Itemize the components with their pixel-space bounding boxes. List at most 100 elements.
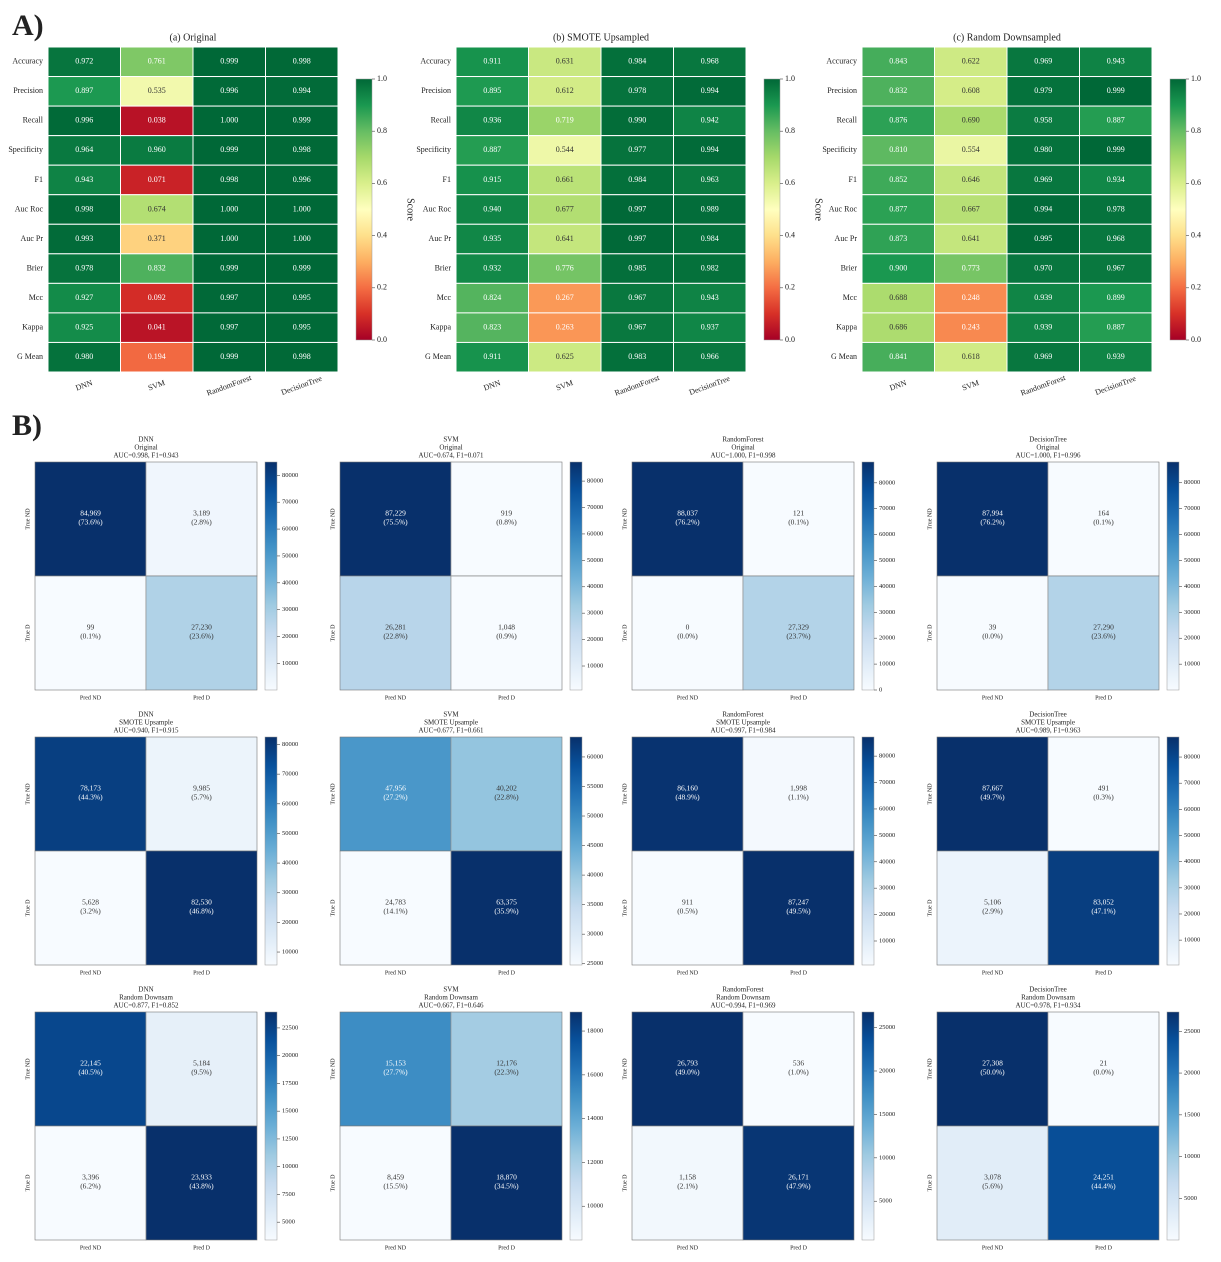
cell-label: 0.936 [483,116,501,125]
colorbar-tick-label: 0.8 [377,126,387,135]
x-tick-label: Pred D [1095,1245,1112,1251]
colorbar-tick-label: 0 [879,686,882,693]
cell-label: 0.966 [701,352,719,361]
matrix-cell [1047,850,1160,966]
cell-count: 21 [1100,1059,1108,1068]
heatmap-cell [120,135,194,166]
colorbar-tick-label: 5000 [1184,1195,1197,1202]
cell-label: 0.932 [483,263,501,272]
cell-percent: (49.0%) [675,1068,700,1077]
colorbar-tick-label: 10000 [1184,937,1200,944]
x-tick-label: Pred ND [385,1245,407,1251]
cell-label: 0.999 [220,263,238,272]
chart-title: RandomForest [722,436,763,444]
cell-label: 0.970 [1034,263,1052,272]
cell-count: 9,985 [193,784,210,793]
cell-count: 536 [793,1059,805,1068]
row-label: Auc Pr [835,234,858,243]
colorbar-tick-label: 0.4 [377,230,387,239]
cell-count: 27,308 [982,1059,1003,1068]
chart-title: SVM [443,711,459,719]
cell-count: 491 [1098,784,1110,793]
cell-label: 0.934 [1107,175,1125,184]
cell-count: 5,106 [984,898,1001,907]
cell-count: 87,247 [788,898,809,907]
cell-percent: (0.0%) [1093,1068,1114,1077]
cell-label: 0.194 [148,352,166,361]
matrix-cell [936,461,1049,577]
chart-title: DNN [138,711,153,719]
cell-percent: (27.2%) [383,793,408,802]
y-tick-label: True ND [927,783,933,805]
colorbar [264,1011,278,1241]
heatmap-cell [934,223,1008,255]
cell-label: 0.911 [483,57,501,66]
heatmap-cell [673,341,747,373]
cell-label: 0.897 [75,86,93,95]
cell-label: 0.535 [148,86,166,95]
matrix-cell [450,850,563,966]
colorbar-label: Score [1219,198,1221,221]
colorbar-tick-label: 50000 [1184,557,1200,564]
colorbar-tick-label: 70000 [587,504,603,511]
colorbar-tick-label: 10000 [587,1203,603,1210]
column-label: RandomForest [1019,373,1067,398]
row-label: G Mean [17,352,43,361]
cell-label: 0.927 [75,293,93,302]
chart-title: RandomForest [722,986,763,994]
cell-count: 3,189 [193,509,210,518]
chart-title: SVM [443,986,459,994]
colorbar-label: Score [405,198,416,221]
cell-count: 164 [1098,509,1110,518]
cell-count: 78,173 [80,784,101,793]
heatmap-cell [1079,164,1153,196]
colorbar-label: Score [813,198,824,221]
colorbar-tick-label: 55000 [587,783,603,790]
column-label: DecisionTree [280,374,324,397]
heatmap-cell [1079,341,1153,373]
matrix-cell [742,575,855,691]
cell-count: 87,229 [385,509,406,518]
cell-label: 0.939 [1034,293,1052,302]
cell-percent: (5.7%) [191,793,212,802]
cell-label: 0.038 [148,116,166,125]
y-tick-label: True D [622,899,628,917]
cell-label: 0.832 [889,86,907,95]
colorbar-tick-label: 40000 [879,583,895,590]
cell-percent: (5.6%) [982,1182,1003,1191]
cell-percent: (49.5%) [786,907,811,916]
cell-label: 0.267 [556,293,574,302]
cell-percent: (44.4%) [1091,1182,1116,1191]
cell-label: 0.943 [1107,57,1125,66]
x-tick-label: Pred D [498,1245,515,1251]
cell-label: 0.977 [628,145,646,154]
colorbar-tick-label: 30000 [1184,609,1200,616]
heatmap-cell [600,46,674,78]
row-label: F1 [35,175,43,184]
cell-percent: (22.3%) [494,1068,519,1077]
row-label: Specificity [822,145,857,154]
row-label: Kappa [836,323,857,332]
cell-count: 40,202 [496,784,517,793]
heatmap-cell [455,76,529,107]
matrix-cell [1047,575,1160,691]
column-label: RandomForest [205,373,253,398]
cell-percent: (1.1%) [788,793,809,802]
heatmap-cell [265,282,339,314]
colorbar-tick-label: 0.4 [1191,230,1201,239]
cell-label: 0.999 [220,145,238,154]
y-tick-label: True D [330,624,336,642]
chart-subtitle: SMOTE Upsample [424,719,478,727]
cell-label: 0.999 [1107,86,1125,95]
colorbar-tick-label: 50000 [879,832,895,839]
cell-label: 0.667 [962,204,980,213]
cell-label: 0.984 [628,175,646,184]
cell-label: 0.968 [701,57,719,66]
y-tick-label: True D [622,624,628,642]
cell-label: 0.939 [1107,352,1125,361]
cell-count: 919 [501,509,513,518]
y-tick-label: True ND [622,508,628,530]
cell-label: 0.942 [701,116,719,125]
colorbar-tick-label: 15000 [879,1111,895,1118]
matrix-cell [339,1011,452,1127]
